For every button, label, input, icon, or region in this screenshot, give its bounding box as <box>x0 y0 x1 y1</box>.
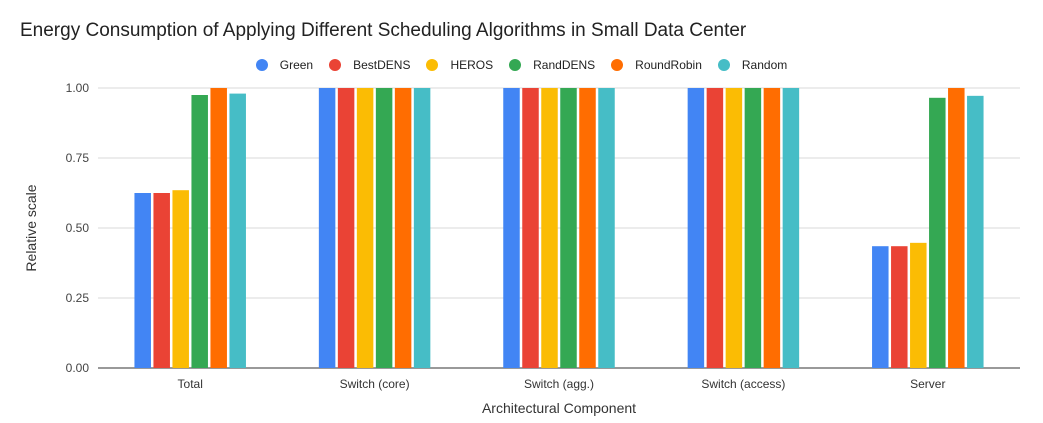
legend: Green BestDENS HEROS RandDENS RoundRobin Rand… <box>0 56 1043 74</box>
x-tick-label: Switch (agg.) <box>524 377 594 391</box>
bar <box>872 246 889 368</box>
bar <box>191 95 208 368</box>
bar <box>706 88 724 368</box>
bar <box>929 97 946 369</box>
bar <box>967 95 984 368</box>
legend-label: Green <box>279 58 314 72</box>
bar <box>337 88 355 368</box>
y-axis-title: Relative scale <box>23 184 39 271</box>
bar <box>503 88 520 368</box>
y-tick-label: 0.00 <box>66 361 90 375</box>
bar <box>413 88 431 368</box>
legend-swatch <box>611 59 624 71</box>
bar <box>394 88 412 368</box>
legend-swatch <box>717 59 730 71</box>
legend-label: HEROS <box>450 58 494 72</box>
legend-label: RandDENS <box>533 58 596 72</box>
legend-swatch <box>426 59 439 71</box>
x-axis-title: Architectural Component <box>482 400 636 416</box>
bar <box>744 88 762 368</box>
bar <box>763 88 781 368</box>
legend-item: RoundRobin <box>611 58 702 72</box>
bar <box>356 88 374 368</box>
y-tick-label: 0.50 <box>66 221 90 235</box>
bar <box>725 88 743 368</box>
legend-label: Random <box>741 58 788 72</box>
bar <box>910 242 927 368</box>
bar <box>229 93 246 368</box>
legend-item: BestDENS <box>329 58 410 72</box>
bar <box>210 88 227 368</box>
bar <box>541 88 558 368</box>
bar <box>318 88 336 368</box>
x-tick-label: Total <box>178 377 203 391</box>
x-tick-label: Server <box>910 377 945 391</box>
bar <box>172 190 189 368</box>
bar <box>579 88 596 368</box>
bar <box>134 193 151 368</box>
bar <box>560 88 577 368</box>
legend-swatch <box>509 59 522 71</box>
chart-title: Energy Consumption of Applying Different… <box>20 20 747 41</box>
bar <box>782 88 800 368</box>
legend-label: BestDENS <box>353 58 411 72</box>
legend-item: Random <box>717 58 788 72</box>
legend-item: HEROS <box>426 58 493 72</box>
y-tick-label: 0.25 <box>66 291 90 305</box>
bar <box>891 246 908 368</box>
bar <box>375 88 393 368</box>
y-tick-label: 1.00 <box>66 81 90 95</box>
legend-item: RandDENS <box>509 58 595 72</box>
legend-swatch <box>329 59 342 71</box>
legend-item: Green <box>255 58 314 72</box>
bar <box>153 193 170 368</box>
legend-label: RoundRobin <box>635 58 702 72</box>
bar <box>687 88 705 368</box>
bar <box>948 88 965 368</box>
legend-swatch <box>255 59 268 71</box>
x-tick-label: Switch (core) <box>340 377 410 391</box>
y-tick-label: 0.75 <box>66 151 90 165</box>
x-tick-label: Switch (access) <box>701 377 785 391</box>
bar <box>522 88 539 368</box>
bar <box>598 88 615 368</box>
